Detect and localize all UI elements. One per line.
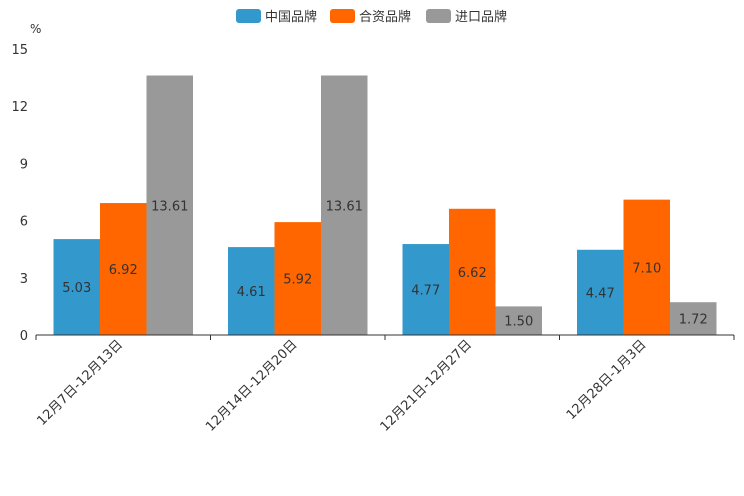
data-label: 4.47 <box>586 286 615 301</box>
data-label: 5.03 <box>62 281 91 296</box>
data-label: 4.77 <box>411 284 440 299</box>
y-axis-unit: % <box>30 22 41 36</box>
data-label: 13.61 <box>151 199 188 214</box>
bar[interactable] <box>495 306 543 335</box>
y-tick-label: 12 <box>11 100 28 115</box>
x-tick-label: 12月21日-12月27日 <box>378 337 475 434</box>
bar[interactable] <box>100 203 147 335</box>
legend: 中国品牌 合资品牌 进口品牌 <box>236 9 507 25</box>
bar[interactable] <box>449 208 496 335</box>
bar[interactable] <box>577 249 624 335</box>
data-label: 5.92 <box>283 273 312 288</box>
legend-label[interactable]: 中国品牌 <box>265 9 317 25</box>
data-label: 4.61 <box>237 285 266 300</box>
x-tick-label: 12月7日-12月13日 <box>34 337 126 429</box>
bar[interactable] <box>53 239 101 335</box>
x-tick-label: 12月14日-12月20日 <box>203 337 300 434</box>
bar[interactable] <box>228 247 275 335</box>
bar[interactable] <box>146 75 194 335</box>
data-label: 7.10 <box>632 261 661 276</box>
data-labels: 5.03 6.92 13.61 4.61 5.92 13.61 4.77 6.62 1.50 4.… <box>62 199 707 329</box>
bar[interactable] <box>402 244 450 335</box>
legend-swatch[interactable] <box>330 9 355 23</box>
legend-label[interactable]: 合资品牌 <box>359 9 411 25</box>
bar[interactable] <box>321 75 368 335</box>
bar[interactable] <box>670 302 717 335</box>
legend-swatch[interactable] <box>426 9 451 23</box>
bar[interactable] <box>274 222 322 335</box>
y-axis: 0 3 6 9 12 15 <box>11 43 28 344</box>
data-label: 1.50 <box>504 315 533 330</box>
x-tick-label: 12月28日-1月3日 <box>564 337 650 423</box>
y-tick-label: 15 <box>11 43 28 58</box>
data-label: 1.72 <box>679 313 708 328</box>
y-tick-label: 6 <box>20 215 28 230</box>
bar[interactable] <box>623 199 671 335</box>
y-tick-label: 3 <box>20 272 28 287</box>
data-label: 13.61 <box>326 199 363 214</box>
data-label: 6.62 <box>458 266 487 281</box>
bars <box>53 75 717 335</box>
y-tick-label: 9 <box>20 157 28 172</box>
data-label: 6.92 <box>109 263 138 278</box>
y-tick-label: 0 <box>20 329 28 344</box>
legend-label[interactable]: 进口品牌 <box>455 9 507 25</box>
x-axis: 12月7日-12月13日 12月14日-12月20日 12月21日-12月27日 12… <box>34 334 735 435</box>
legend-swatch[interactable] <box>236 9 261 23</box>
